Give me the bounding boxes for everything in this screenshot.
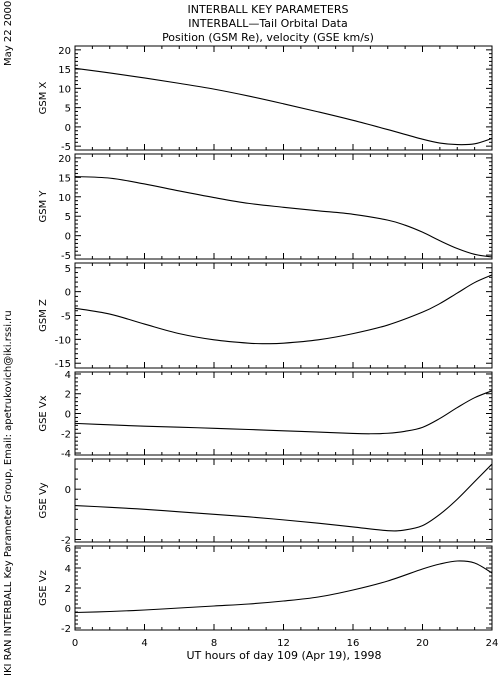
x-tick-labels: 0 4 8 12 16 20 24 <box>72 638 499 649</box>
x-tick-label: 20 <box>416 638 429 649</box>
y-tick-label: 0 <box>65 485 71 496</box>
y-tick-label: -2 <box>61 535 71 546</box>
y-tick-label: 0 <box>65 604 71 615</box>
y-tick-label: 2 <box>65 390 71 401</box>
y-tick-label: 0 <box>65 410 71 421</box>
panel-frame <box>74 262 493 369</box>
series-line <box>75 463 492 532</box>
series-line <box>75 274 492 345</box>
x-axis-label: UT hours of day 109 (Apr 19), 1998 <box>186 649 381 662</box>
y-tick-label: 0 <box>65 232 71 243</box>
y-axis-label: GSM X <box>38 81 49 114</box>
y-axis-label: GSM Z <box>38 299 49 332</box>
x-tick-label: 16 <box>347 638 360 649</box>
panel-frame <box>74 458 493 543</box>
y-tick-label: -5 <box>61 251 71 262</box>
panel-frame <box>74 153 493 260</box>
y-tick-label: 20 <box>58 154 71 165</box>
y-tick-label: 0 <box>65 288 71 299</box>
x-tick-label: 0 <box>72 638 78 649</box>
title-line-2: INTERBALL—Tail Orbital Data <box>188 17 347 30</box>
x-tick-label: 24 <box>486 638 499 649</box>
y-tick-label: -4 <box>61 449 71 460</box>
panel-3: -15 -10 -5 0 5 GSM Z <box>38 262 493 370</box>
y-tick-label: 4 <box>65 564 71 575</box>
y-tick-label: 15 <box>58 65 71 76</box>
y-tick-label: -5 <box>61 142 71 153</box>
x-tick-label: 12 <box>277 638 290 649</box>
panel-1: -5 0 5 10 15 20 GSM X <box>38 45 493 153</box>
y-tick-label: 10 <box>58 84 71 95</box>
y-tick-label: -2 <box>61 429 71 440</box>
x-tick-label: 8 <box>211 638 217 649</box>
series-line <box>75 390 492 435</box>
x-tick-label: 4 <box>141 638 147 649</box>
y-tick-label: -2 <box>61 624 71 635</box>
y-tick-label: -10 <box>55 335 71 346</box>
panel-frame <box>74 371 493 456</box>
y-tick-label: 5 <box>65 212 71 223</box>
y-tick-label: 6 <box>65 544 71 555</box>
y-tick-label: 5 <box>65 264 71 275</box>
title-line-3: Position (GSM Re), velocity (GSE km/s) <box>162 31 374 44</box>
panel-5: -2 0 GSE Vy <box>38 458 493 546</box>
panel-2: -5 0 5 10 15 20 GSM Y <box>38 153 493 262</box>
y-tick-label: 15 <box>58 173 71 184</box>
y-axis-label: GSM Y <box>38 190 49 223</box>
panel-4: -4 -2 0 2 4 GSE Vx <box>38 370 493 460</box>
series-line <box>75 67 492 146</box>
y-tick-label: 2 <box>65 584 71 595</box>
y-tick-label: 5 <box>65 104 71 115</box>
y-axis-label: GSE Vz <box>38 570 49 606</box>
y-tick-label: 20 <box>58 46 71 57</box>
y-tick-label: 10 <box>58 193 71 204</box>
panel-frame <box>74 545 493 631</box>
panel-frame <box>74 45 493 151</box>
side-date: May 22 2000 <box>3 1 14 66</box>
y-axis-label: GSE Vx <box>38 395 49 431</box>
y-tick-label: 0 <box>65 123 71 134</box>
y-tick-label: 4 <box>65 370 71 381</box>
title-line-1: INTERBALL KEY PARAMETERS <box>188 3 349 16</box>
y-tick-label: -15 <box>55 359 71 370</box>
y-axis-label: GSE Vy <box>38 482 49 518</box>
side-credit: IKI RAN INTERBALL Key Parameter Group, E… <box>3 310 14 676</box>
series-line <box>75 176 492 258</box>
series-line <box>75 560 492 614</box>
y-tick-label: -5 <box>61 312 71 323</box>
panel-6: -2 0 2 4 6 GSE Vz <box>38 544 493 635</box>
